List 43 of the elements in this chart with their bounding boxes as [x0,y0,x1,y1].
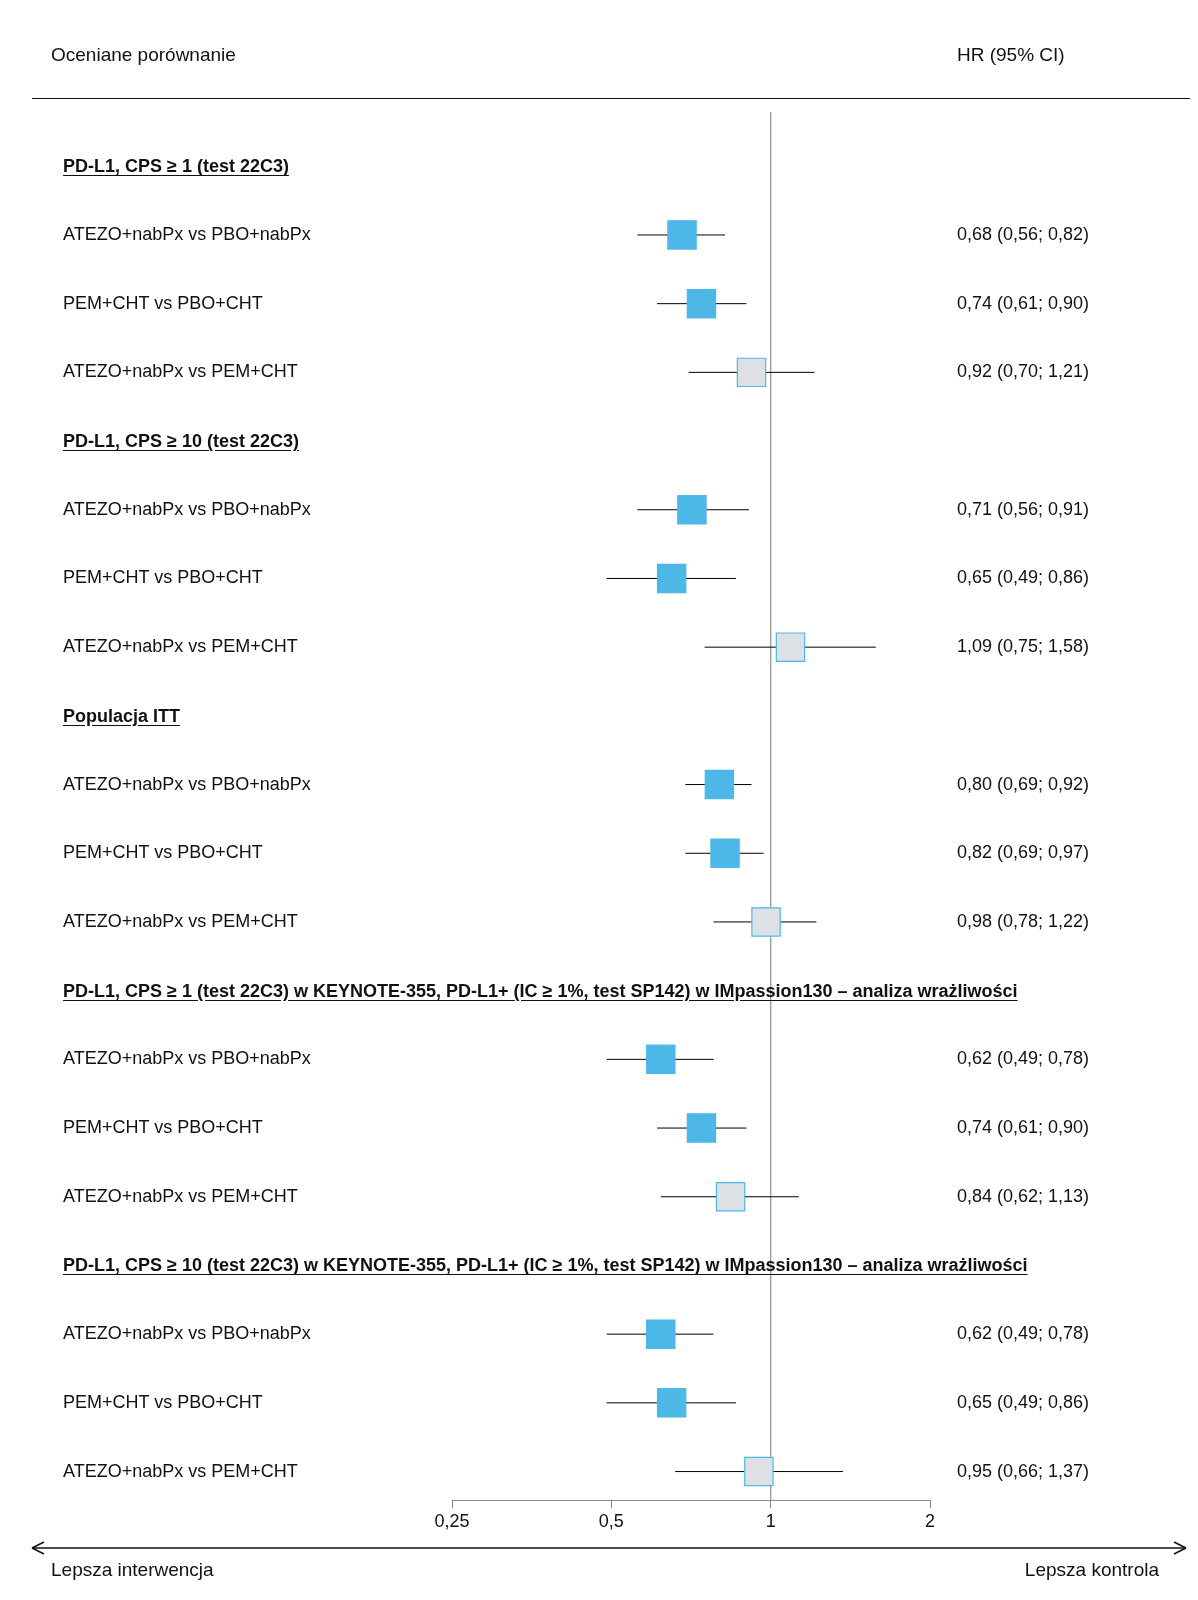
data-label: 0,74 (0,61; 0,90) [957,1117,1090,1138]
y-tick-label: PD-L1, CPS ≥ 1 (test 22C3) [63,155,289,178]
data-label: 0,74 (0,61; 0,90) [957,292,1090,313]
y-tick-label: PD-L1, CPS ≥ 10 (test 22C3) w KEYNOTE-355, PD-L1+ (IC ≥ 1%, test SP142) w IMpassion130 – analiza wrażliwości [63,1254,1028,1277]
data-label: 0,62 (0,49; 0,78) [957,1323,1090,1344]
y-tick-label: ATEZO+nabPx vs PEM+CHT [63,910,298,931]
y-tick-label: Populacja ITT [63,704,181,727]
data-label: 0,68 (0,56; 0,82) [957,223,1090,244]
y-tick-label: ATEZO+nabPx vs PEM+CHT [63,1460,298,1481]
data-label: 0,84 (0,62; 1,13) [957,1185,1090,1206]
data-label: 0,98 (0,78; 1,22) [957,910,1090,931]
y-tick-label: PEM+CHT vs PBO+CHT [63,1117,263,1138]
data-label: 0,82 (0,69; 0,97) [957,842,1090,863]
x-tick-label: 1 [765,1511,776,1532]
y-tick-label: PEM+CHT vs PBO+CHT [63,567,263,588]
data-label: 0,62 (0,49; 0,78) [957,1048,1090,1069]
data-label: 0,95 (0,66; 1,37) [957,1460,1090,1481]
y-tick-label: ATEZO+nabPx vs PBO+nabPx [63,1048,311,1069]
y-tick-label: ATEZO+nabPx vs PBO+nabPx [63,223,311,244]
data-label: 0,71 (0,56; 0,91) [957,498,1090,519]
y-tick-label: ATEZO+nabPx vs PEM+CHT [63,1185,298,1206]
text: Lepsza kontrola [1024,1559,1160,1581]
y-tick-label: ATEZO+nabPx vs PBO+nabPx [63,1323,311,1344]
data-label: 0,65 (0,49; 0,86) [957,1391,1090,1412]
y-tick-label: ATEZO+nabPx vs PEM+CHT [63,361,298,382]
y-tick-label: PD-L1, CPS ≥ 1 (test 22C3) w KEYNOTE-355, PD-L1+ (IC ≥ 1%, test SP142) w IMpassion130 – analiza wrażliwości [63,979,1018,1002]
x-tick-label: 0,5 [598,1511,624,1532]
data-label: 0,80 (0,69; 0,92) [957,773,1090,794]
y-tick-label: PEM+CHT vs PBO+CHT [63,292,263,313]
data-label: 0,92 (0,70; 1,21) [957,361,1090,382]
data-label: 0,65 (0,49; 0,86) [957,567,1090,588]
y-tick-label: PEM+CHT vs PBO+CHT [63,1391,263,1412]
y-tick-label: ATEZO+nabPx vs PEM+CHT [63,636,298,657]
y-tick-label: ATEZO+nabPx vs PBO+nabPx [63,773,311,794]
y-tick-label: PD-L1, CPS ≥ 10 (test 22C3) [63,430,299,453]
x-tick-label: 2 [924,1511,936,1532]
text: HR (95% CI) [957,44,1065,66]
text: Oceniane porównanie [51,44,236,66]
text: Lepsza interwencja [51,1559,215,1581]
data-label: 1,09 (0,75; 1,58) [957,636,1090,657]
x-tick-label: 0,25 [434,1511,470,1532]
y-tick-label: PEM+CHT vs PBO+CHT [63,842,263,863]
y-tick-label: ATEZO+nabPx vs PBO+nabPx [63,498,311,519]
